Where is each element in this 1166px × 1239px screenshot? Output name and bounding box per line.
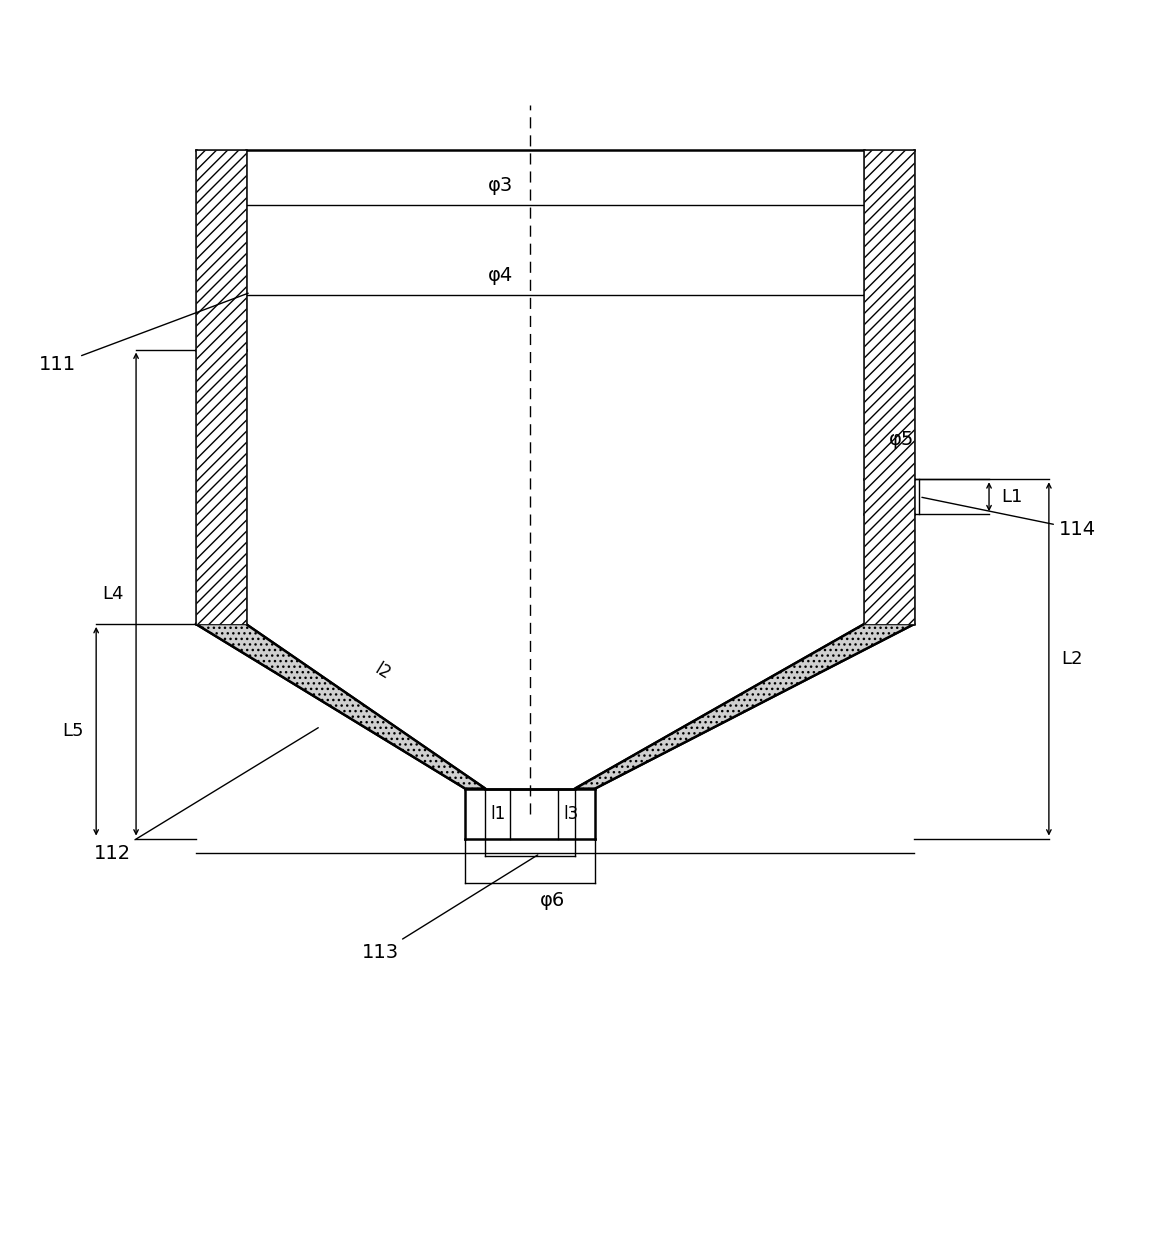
Bar [864,150,914,624]
Text: L5: L5 [63,722,84,740]
Polygon shape [575,624,914,788]
Text: φ6: φ6 [540,891,566,911]
Text: φ4: φ4 [487,265,513,285]
Text: l3: l3 [563,804,578,823]
Text: 113: 113 [361,855,538,963]
Text: 111: 111 [40,294,248,374]
Text: 114: 114 [922,497,1096,539]
Bar [196,150,246,624]
Text: l1: l1 [490,804,505,823]
Text: φ5: φ5 [890,430,914,450]
Text: L4: L4 [103,585,124,603]
Text: L2: L2 [1061,650,1082,668]
Polygon shape [196,624,485,788]
Text: L1: L1 [1000,488,1023,506]
Text: φ3: φ3 [487,176,513,195]
Text: 112: 112 [94,727,318,864]
Text: l2: l2 [372,659,394,683]
